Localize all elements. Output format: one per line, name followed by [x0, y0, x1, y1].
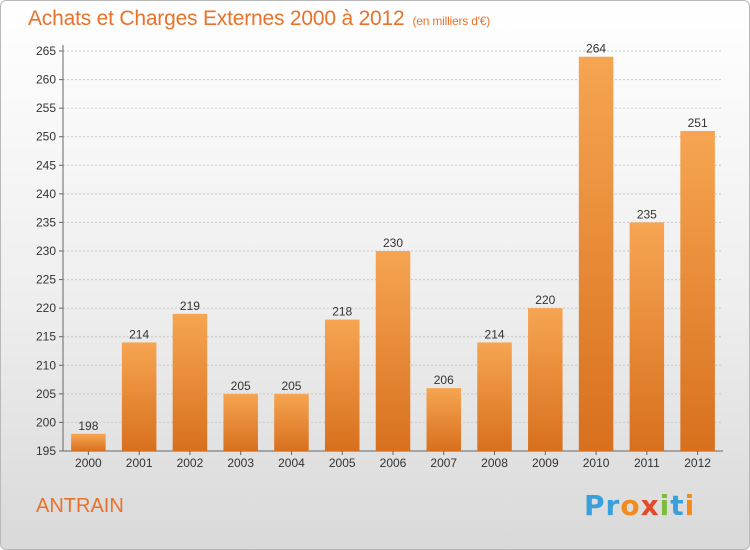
y-tick-label: 240	[36, 187, 56, 201]
y-tick-label: 205	[36, 387, 56, 401]
bar-2002	[172, 313, 208, 451]
data-label-2012: 251	[688, 116, 708, 130]
bar-2008	[477, 342, 512, 451]
x-tick-label-2000: 2000	[75, 456, 102, 470]
y-tick-label: 195	[36, 444, 56, 458]
x-tick-label-2012: 2012	[684, 456, 711, 470]
chart-title: Achats et Charges Externes 2000 à 2012 (e…	[28, 7, 490, 31]
bar-2003	[223, 393, 258, 451]
commune-name: ANTRAIN	[36, 495, 124, 517]
y-tick-label: 260	[36, 73, 56, 87]
x-tick-label-2005: 2005	[329, 456, 356, 470]
x-tick-label-2009: 2009	[532, 456, 559, 470]
data-label-2001: 214	[129, 327, 149, 341]
y-tick-label: 265	[36, 44, 56, 58]
data-label-2007: 206	[434, 373, 454, 387]
chart-subtitle: (en milliers d'€)	[412, 14, 491, 28]
y-tick-label: 230	[36, 244, 56, 258]
bar-2005	[324, 319, 360, 451]
y-tick-label: 210	[36, 358, 56, 372]
data-label-2011: 235	[637, 207, 657, 221]
bar-2010	[578, 56, 614, 451]
y-tick-label: 200	[36, 415, 56, 429]
y-tick-label: 215	[36, 330, 56, 344]
data-label-2009: 220	[535, 293, 555, 307]
data-label-2004: 205	[281, 379, 301, 393]
data-label-2008: 214	[485, 327, 505, 341]
x-tick-label-2007: 2007	[430, 456, 457, 470]
x-tick-label-2008: 2008	[481, 456, 508, 470]
data-label-2010: 264	[586, 42, 606, 56]
bar-2007	[426, 388, 462, 451]
x-tick-label-2002: 2002	[177, 456, 204, 470]
y-tick-label: 235	[36, 215, 56, 229]
bar-2006	[375, 251, 411, 451]
proxiti-logo: Proxiti	[584, 489, 696, 522]
data-label-2002: 219	[180, 299, 200, 313]
y-tick-label: 220	[36, 301, 56, 315]
data-label-2000: 198	[78, 419, 98, 433]
bar-2004	[274, 393, 309, 451]
bar-2009	[528, 308, 563, 451]
x-tick-label-2004: 2004	[278, 456, 305, 470]
y-tick-label: 250	[36, 130, 56, 144]
y-tick-label: 255	[36, 101, 56, 115]
data-label-2003: 205	[231, 379, 251, 393]
bar-2011	[629, 222, 665, 451]
y-tick-label: 225	[36, 273, 56, 287]
data-label-2005: 218	[332, 305, 352, 319]
bar-2012	[680, 131, 715, 451]
x-tick-label-2011: 2011	[634, 456, 660, 470]
chart-title-text: Achats et Charges Externes 2000 à 2012	[28, 7, 405, 30]
x-tick-label-2006: 2006	[380, 456, 407, 470]
y-tick-label: 245	[36, 158, 56, 172]
bar-2001	[121, 342, 157, 451]
x-tick-label-2003: 2003	[227, 456, 254, 470]
x-tick-label-2001: 2001	[126, 456, 153, 470]
bar-2000	[71, 433, 106, 451]
x-tick-label-2010: 2010	[583, 456, 610, 470]
data-label-2006: 230	[383, 236, 403, 250]
